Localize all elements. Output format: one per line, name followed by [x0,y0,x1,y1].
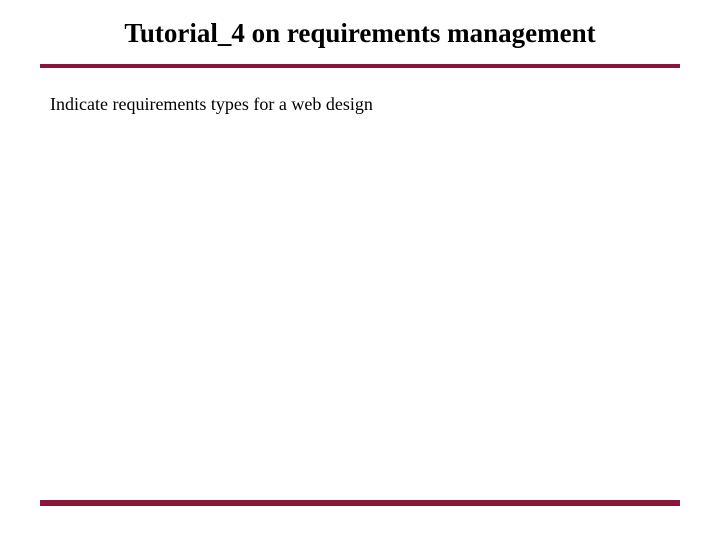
slide-title: Tutorial_4 on requirements management [0,18,720,49]
slide: Tutorial_4 on requirements management In… [0,0,720,540]
divider-top [40,64,680,68]
divider-bottom [40,500,680,506]
slide-body-text: Indicate requirements types for a web de… [50,94,373,115]
